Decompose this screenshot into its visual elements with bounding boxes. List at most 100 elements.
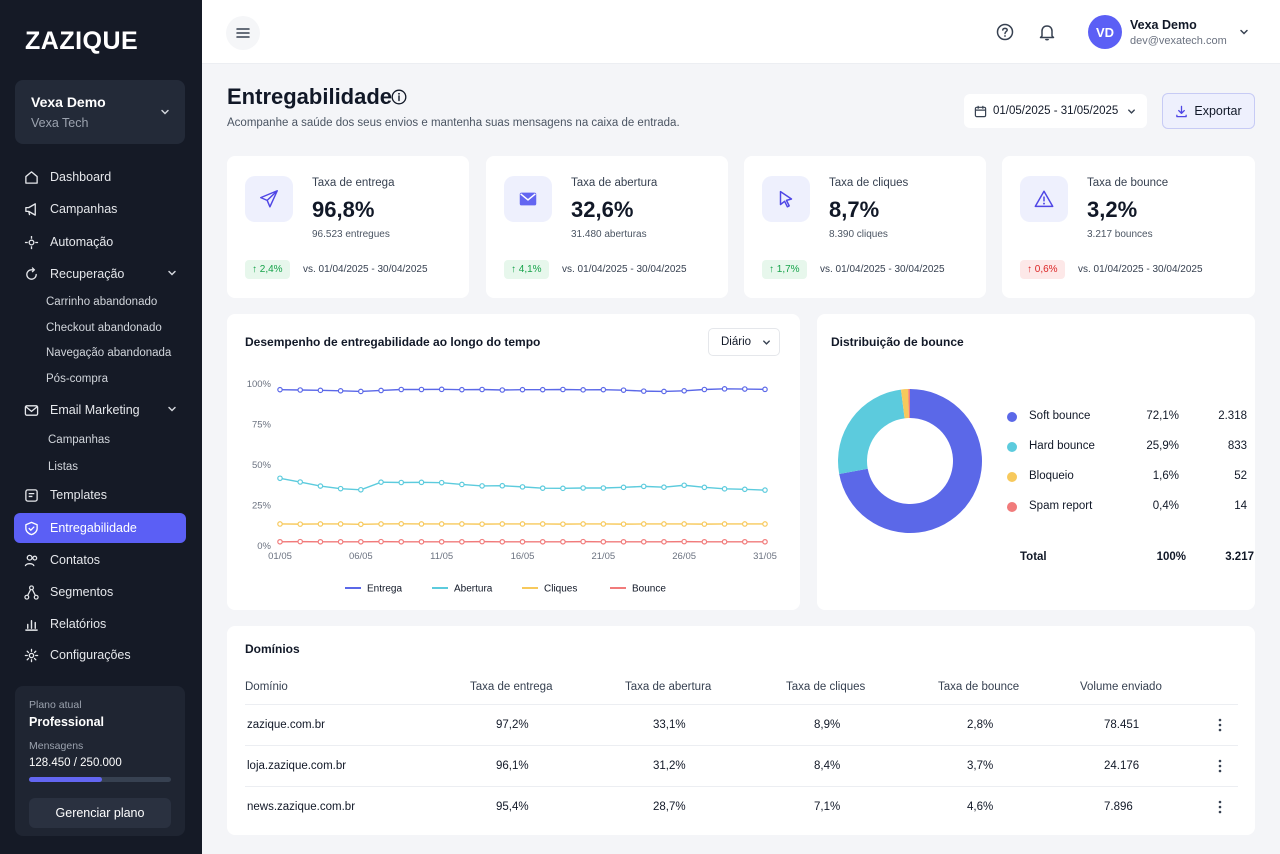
sidebar-subitem-navegacao[interactable]: Navegação abandonada	[46, 347, 172, 359]
download-icon	[1176, 105, 1188, 117]
data-point	[418, 521, 425, 527]
sidebar-item-entregabilidade[interactable]: Entregabilidade	[14, 513, 186, 543]
legend-dot	[1007, 442, 1017, 452]
data-point	[620, 521, 627, 527]
chevron-down-icon[interactable]	[1238, 26, 1250, 38]
brand-logo[interactable]: ZAZIQUE	[25, 27, 139, 55]
bounce-rate-cell: 3,7%	[967, 760, 994, 772]
menu-toggle-button[interactable]	[226, 16, 260, 50]
data-point	[762, 538, 768, 545]
data-point	[499, 538, 506, 545]
sidebar-item-segmentos[interactable]: Segmentos	[14, 577, 186, 607]
click-rate-cell: 8,9%	[814, 719, 841, 731]
date-range-value: 01/05/2025 - 31/05/2025	[993, 105, 1119, 117]
volume-cell: 24.176	[1104, 760, 1140, 772]
sidebar-subitem-pos-compra[interactable]: Pós-compra	[46, 373, 108, 385]
data-point	[701, 386, 708, 393]
avatar[interactable]: VD	[1088, 15, 1122, 49]
sidebar-subitem-listas[interactable]: Listas	[48, 461, 79, 473]
sidebar-item-dashboard[interactable]: Dashboard	[14, 162, 186, 192]
kpi-label: Taxa de entrega	[312, 177, 395, 189]
data-point	[277, 475, 283, 482]
column-header[interactable]: Taxa de cliques	[786, 681, 866, 693]
data-point	[580, 485, 586, 491]
table-row[interactable]: news.zazique.com.br 95,4% 28,7% 7,1% 4,6…	[245, 786, 1238, 827]
bounce-title: Distribuição de bounce	[831, 335, 964, 349]
kpi-label: Taxa de bounce	[1087, 177, 1169, 189]
data-point	[378, 387, 384, 394]
data-point	[398, 521, 405, 527]
data-point	[358, 538, 364, 545]
segments-icon	[22, 583, 40, 601]
date-range-picker[interactable]: 01/05/2025 - 31/05/2025	[964, 94, 1147, 128]
data-point	[337, 538, 344, 545]
data-point	[681, 388, 687, 394]
more-vertical-icon[interactable]	[1212, 799, 1228, 815]
data-point	[317, 483, 324, 489]
bounce-count: 2.318	[1218, 410, 1247, 422]
data-point	[398, 479, 405, 486]
more-vertical-icon[interactable]	[1212, 758, 1228, 774]
template-icon	[22, 486, 40, 504]
sidebar-item-label: Configurações	[50, 648, 131, 662]
manage-plan-button[interactable]: Gerenciar plano	[29, 798, 171, 828]
data-point	[661, 484, 667, 490]
x-tick-label: 16/05	[511, 551, 535, 562]
open-rate-cell: 31,2%	[653, 760, 686, 772]
info-icon[interactable]	[391, 89, 407, 105]
sidebar-item-label: Dashboard	[50, 170, 112, 184]
chart-title: Desempenho de entregabilidade ao longo d…	[245, 335, 541, 349]
domain-cell: news.zazique.com.br	[247, 801, 356, 813]
data-point	[600, 521, 607, 527]
data-point	[721, 486, 728, 492]
sidebar-item-recuperacao[interactable]: Recuperação	[14, 259, 186, 289]
help-icon[interactable]	[995, 22, 1015, 42]
chevron-down-icon	[763, 339, 770, 345]
page-title: Entregabilidade	[227, 84, 393, 109]
chevron-down-icon	[1128, 108, 1136, 114]
data-point	[539, 521, 546, 527]
legend-label: Abertura	[454, 584, 493, 595]
plan-card: Plano atual Professional Mensagens 128.4…	[15, 686, 185, 836]
legend-label: Bounce	[632, 584, 666, 595]
donut-slice-bloqueio	[900, 389, 909, 419]
sidebar-item-email-marketing[interactable]: Email Marketing	[14, 395, 186, 425]
arrow-up-icon: ↑	[1027, 264, 1035, 275]
column-header[interactable]: Volume enviado	[1080, 681, 1162, 693]
data-point	[600, 386, 607, 393]
sidebar-item-campanhas[interactable]: Campanhas	[14, 194, 186, 224]
sidebar-subitem-checkout[interactable]: Checkout abandonado	[46, 322, 162, 334]
sidebar-item-configuracoes[interactable]: Configurações	[14, 640, 186, 670]
sidebar-subitem-campanhas[interactable]: Campanhas	[48, 434, 111, 446]
plan-name: Professional	[29, 715, 105, 729]
table-row[interactable]: zazique.com.br 97,2% 33,1% 8,9% 2,8% 78.…	[245, 704, 1238, 745]
sidebar-item-templates[interactable]: Templates	[14, 480, 186, 510]
column-header[interactable]: Taxa de abertura	[625, 681, 712, 693]
data-point	[317, 538, 324, 545]
more-vertical-icon[interactable]	[1212, 717, 1228, 733]
column-header[interactable]: Taxa de bounce	[938, 681, 1020, 693]
sidebar-subitem-carrinho[interactable]: Carrinho abandonado	[46, 296, 158, 308]
gear-icon	[22, 646, 40, 664]
data-point	[438, 386, 445, 393]
column-header[interactable]: Domínio	[245, 681, 288, 693]
bell-icon[interactable]	[1037, 22, 1057, 42]
data-point	[418, 479, 425, 486]
table-row[interactable]: loja.zazique.com.br 96,1% 31,2% 8,4% 3,7…	[245, 745, 1238, 786]
export-label: Exportar	[1194, 104, 1242, 118]
data-point	[741, 521, 748, 527]
sidebar-item-contatos[interactable]: Contatos	[14, 545, 186, 575]
export-button[interactable]: Exportar	[1162, 93, 1255, 129]
click-rate-cell: 8,4%	[814, 760, 841, 772]
data-point	[721, 386, 728, 392]
column-header[interactable]: Taxa de entrega	[470, 681, 553, 693]
account-switcher[interactable]: Vexa Demo Vexa Tech	[15, 80, 185, 144]
data-point	[560, 386, 566, 393]
sidebar-item-relatorios[interactable]: Relatórios	[14, 609, 186, 639]
data-point	[297, 538, 304, 545]
recovery-icon	[22, 265, 40, 283]
bounce-total-row: Total 100% 3.217	[1020, 551, 1254, 563]
period-select[interactable]: Diário	[708, 328, 780, 356]
sidebar-item-automacao[interactable]: Automação	[14, 227, 186, 257]
data-point	[438, 521, 445, 527]
